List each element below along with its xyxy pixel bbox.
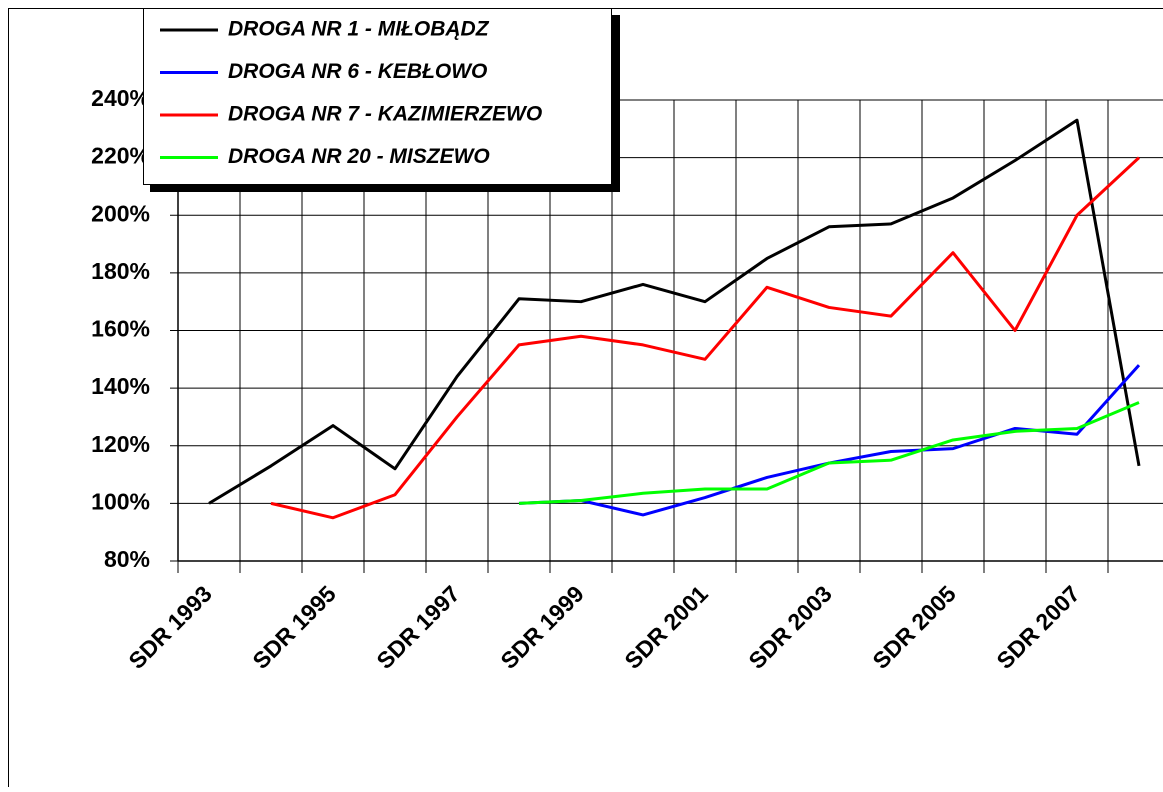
y-tick-label: 80% bbox=[104, 546, 150, 572]
legend-label: DROGA NR 6 - KEBŁOWO bbox=[228, 60, 487, 83]
y-tick-label: 180% bbox=[91, 258, 150, 284]
y-tick-label: 240% bbox=[91, 85, 150, 111]
y-tick-label: 200% bbox=[91, 200, 150, 226]
y-tick-label: 100% bbox=[91, 488, 150, 514]
y-tick-label: 160% bbox=[91, 316, 150, 342]
legend-label: DROGA NR 20 - MISZEWO bbox=[228, 145, 490, 168]
legend-label: DROGA NR 1 - MIŁOBĄDZ bbox=[228, 18, 490, 41]
y-tick-label: 220% bbox=[91, 143, 150, 169]
legend: DROGA NR 1 - MIŁOBĄDZ DROGA NR 6 - KEBŁOW… bbox=[144, 9, 621, 193]
legend-label: DROGA NR 7 - KAZIMIERZEWO bbox=[228, 103, 542, 126]
y-tick-label: 120% bbox=[91, 431, 150, 457]
y-tick-label: 140% bbox=[91, 373, 150, 399]
